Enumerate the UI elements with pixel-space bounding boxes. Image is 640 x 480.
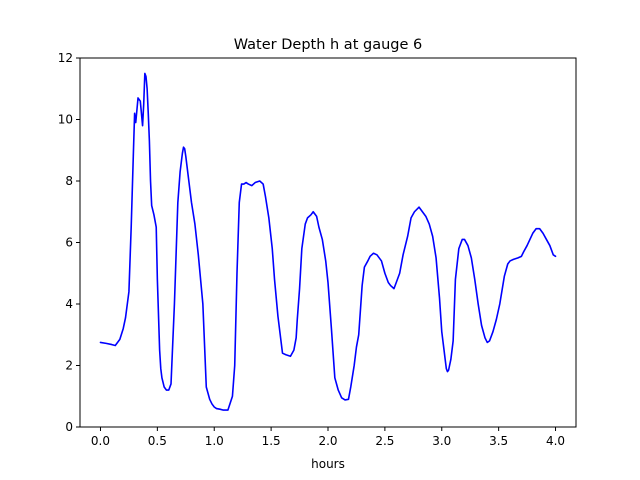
chart-title: Water Depth h at gauge 6 [234,37,422,53]
x-tick-label: 2.5 [375,434,394,448]
y-tick-label: 0 [65,420,73,434]
x-tick-label: 4.0 [546,434,565,448]
x-tick-label: 1.0 [205,434,224,448]
x-tick-label: 0.0 [91,434,110,448]
x-tick-label: 3.0 [432,434,451,448]
y-tick-label: 4 [65,297,73,311]
y-tick-label: 8 [65,174,73,188]
y-tick-label: 6 [65,236,73,250]
y-tick-label: 10 [58,113,73,127]
x-tick-label: 2.0 [318,434,337,448]
plot-area [79,57,577,428]
series-line [99,72,557,411]
y-tick-label: 12 [58,51,73,65]
x-axis: 0.0 0.5 1.0 1.5 2.0 2.5 3.0 3.5 4.0 [91,427,565,448]
y-axis: 0 2 4 6 8 10 12 [58,51,80,434]
x-axis-label: hours [311,457,345,471]
x-tick-label: 0.5 [148,434,167,448]
y-tick-label: 2 [65,359,73,373]
x-tick-label: 1.5 [262,434,281,448]
x-tick-label: 3.5 [489,434,508,448]
